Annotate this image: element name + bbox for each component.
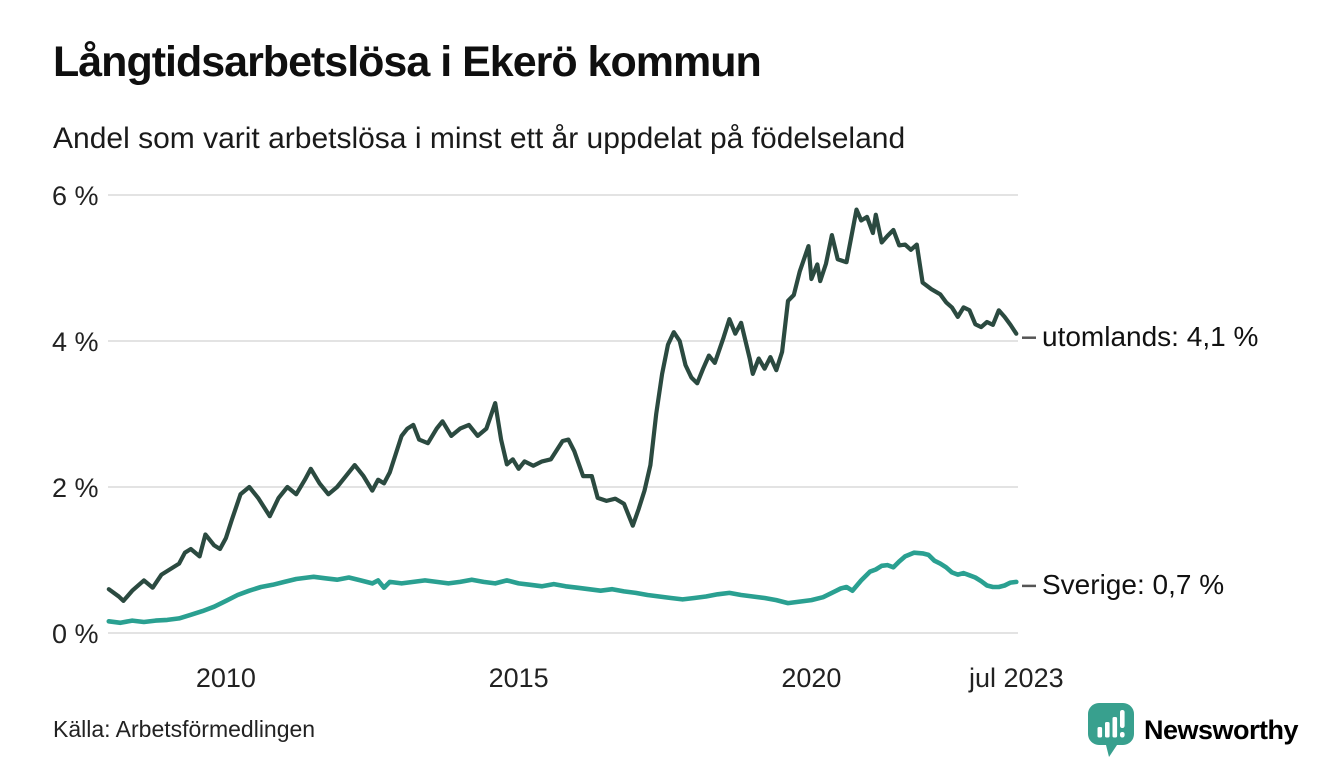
page-title: Långtidsarbetslösa i Ekerö kommun [53, 38, 762, 86]
brand-wordmark: Newsworthy [1143, 714, 1299, 745]
series-label-sverige: Sverige: 0,7 % [1042, 568, 1225, 600]
bar-chart-bubble-icon [1087, 703, 1134, 757]
line-utomlands [106, 207, 1019, 604]
x-tick-label: jul 2023 [968, 663, 1064, 693]
x-tick-label: 2020 [781, 663, 841, 693]
line-Sverige [106, 550, 1019, 626]
page-subtitle: Andel som varit arbetslösa i minst ett å… [53, 122, 906, 155]
y-tick-label: 0 % [52, 619, 99, 649]
y-tick-label: 4 % [52, 327, 99, 357]
series-label-utomlands: utomlands: 4,1 % [1042, 320, 1259, 352]
y-tick-label: 6 % [52, 181, 99, 211]
bubble-shape [1087, 703, 1134, 757]
x-tick-label: 2010 [196, 663, 256, 693]
x-tick-label: 2015 [489, 663, 549, 693]
source-note: Källa: Arbetsförmedlingen [53, 716, 316, 742]
y-tick-label: 2 % [52, 473, 99, 503]
brand-logo: Newsworthy [1087, 702, 1299, 758]
